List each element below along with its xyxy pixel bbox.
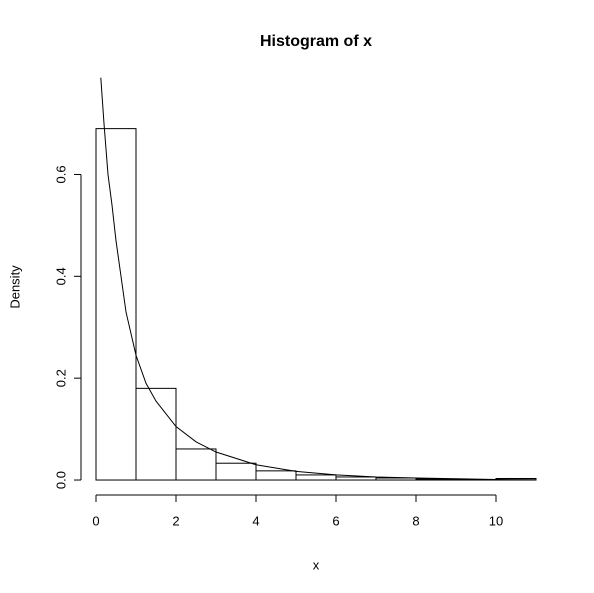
bar	[95, 128, 137, 481]
y-tick-label: 0.4	[53, 267, 68, 285]
bar	[215, 462, 257, 481]
x-tick-label: 6	[332, 513, 339, 528]
y-axis-label: Density	[7, 265, 22, 309]
x-tick-label: 4	[252, 513, 259, 528]
x-axis-label: x	[313, 557, 320, 572]
x-tick-label: 0	[92, 513, 99, 528]
chart-title: Histogram of x	[260, 33, 372, 50]
bar	[135, 387, 177, 481]
x-tick-label: 2	[172, 513, 179, 528]
y-tick-label: 0.0	[53, 471, 68, 489]
bar	[335, 476, 377, 481]
x-tick-label: 8	[412, 513, 419, 528]
y-tick-label: 0.6	[53, 165, 68, 183]
bar	[415, 478, 457, 481]
x-tick-label: 10	[489, 513, 503, 528]
bar	[295, 474, 337, 481]
bar	[255, 470, 297, 481]
bar	[175, 448, 217, 481]
y-tick-label: 0.2	[53, 369, 68, 387]
density-curve	[100, 77, 537, 481]
